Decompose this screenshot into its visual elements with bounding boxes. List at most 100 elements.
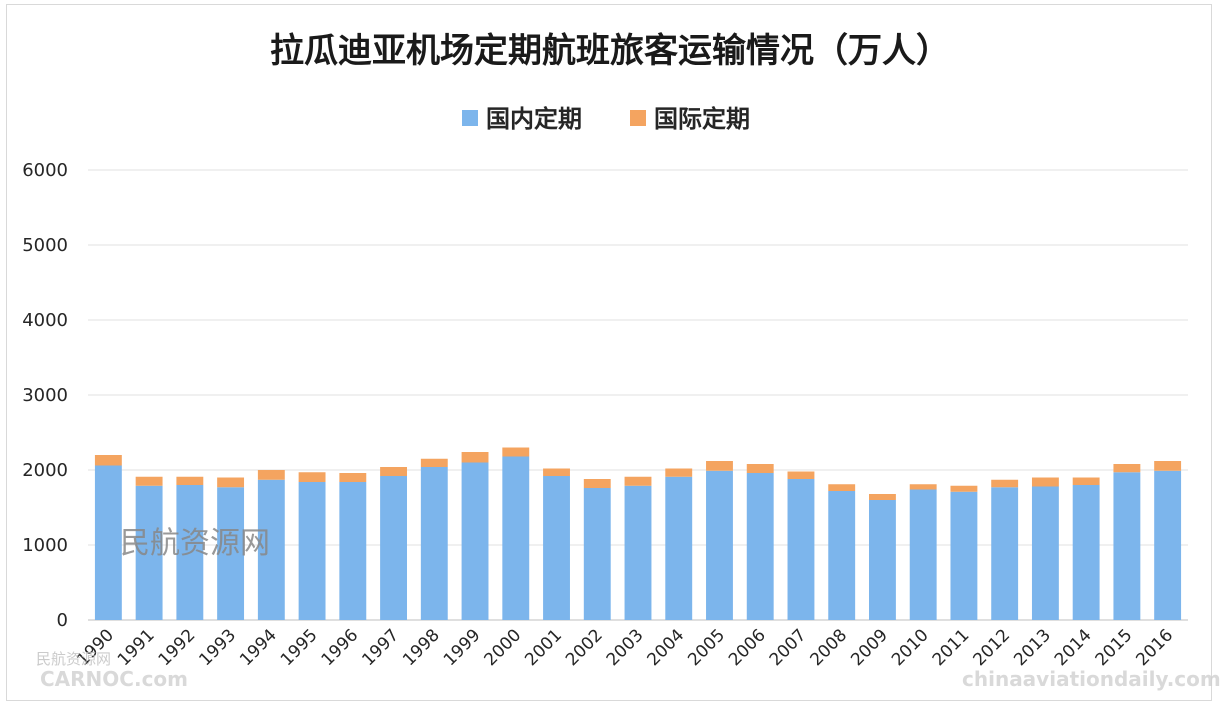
bar-domestic: [787, 479, 815, 620]
legend-label-international: 国际定期: [654, 105, 750, 133]
bar-domestic: [869, 500, 896, 620]
x-tick-label: 1996: [318, 625, 363, 670]
x-tick-label: 2004: [644, 625, 689, 670]
bar-international: [461, 452, 489, 463]
bar-international: [94, 455, 122, 466]
bar-domestic: [909, 489, 937, 620]
bar-domestic: [991, 487, 1019, 620]
bar-domestic: [461, 462, 489, 620]
x-tick-label: 2008: [807, 625, 852, 670]
x-tick-label: 2013: [1010, 625, 1055, 670]
bar-domestic: [135, 485, 163, 620]
bar-domestic: [298, 482, 326, 620]
bars: [94, 447, 1182, 620]
bar-domestic: [543, 476, 570, 620]
bar-domestic: [1154, 470, 1182, 620]
x-tick-label: 1992: [155, 625, 200, 670]
bar-international: [1154, 461, 1182, 471]
bar-domestic: [339, 482, 367, 620]
legend-swatch-domestic: [462, 110, 478, 126]
y-tick-label: 1000: [22, 535, 68, 556]
legend-label-domestic: 国内定期: [486, 105, 582, 133]
bar-international: [502, 447, 530, 457]
bar-international: [583, 479, 611, 488]
bar-international: [217, 477, 245, 488]
x-tick-label: 2015: [1092, 625, 1137, 670]
watermark-bottom-left: CARNOC.com: [40, 667, 188, 691]
x-tick-label: 2005: [684, 625, 729, 670]
bar-domestic: [420, 467, 448, 620]
y-tick-label: 5000: [22, 235, 68, 256]
bar-domestic: [828, 491, 856, 620]
legend: 国内定期 国际定期: [462, 105, 750, 133]
x-tick-label: 1997: [358, 625, 403, 670]
bar-international: [991, 479, 1019, 488]
bar-domestic: [94, 465, 122, 620]
bar-international: [624, 476, 652, 486]
x-tick-label: 2014: [1051, 625, 1096, 670]
x-axis-ticks: 1990199119921993199419951996199719981999…: [73, 625, 1177, 670]
bar-domestic: [1072, 485, 1100, 620]
x-tick-label: 1999: [440, 625, 485, 670]
watermark-bottom-right: chinaaviationdaily.com: [962, 667, 1220, 691]
y-tick-label: 6000: [22, 160, 68, 181]
bar-international: [339, 473, 367, 482]
bar-domestic: [380, 476, 407, 620]
bar-domestic: [950, 491, 978, 620]
x-tick-label: 1994: [236, 625, 281, 670]
x-tick-label: 2011: [929, 625, 974, 670]
x-tick-label: 2000: [481, 625, 526, 670]
bar-international: [909, 484, 937, 490]
x-tick-label: 2002: [562, 625, 607, 670]
x-tick-label: 2012: [969, 625, 1014, 670]
bar-international: [828, 484, 856, 491]
y-tick-label: 2000: [22, 460, 68, 481]
watermark-bottom-left-small: 民航资源网: [36, 650, 111, 668]
x-tick-label: 2001: [521, 625, 566, 670]
bar-international: [950, 485, 978, 492]
x-tick-label: 2010: [888, 625, 933, 670]
y-tick-label: 3000: [22, 385, 68, 406]
bar-international: [706, 461, 733, 471]
x-tick-label: 2009: [847, 625, 892, 670]
x-tick-label: 2016: [1132, 625, 1177, 670]
bar-domestic: [502, 456, 530, 620]
bar-international: [746, 464, 774, 473]
x-tick-label: 2003: [603, 625, 648, 670]
bar-domestic: [583, 488, 611, 620]
bar-domestic: [1113, 472, 1141, 620]
y-tick-label: 4000: [22, 310, 68, 331]
bar-domestic: [706, 470, 733, 620]
bar-domestic: [624, 485, 652, 620]
y-tick-label: 0: [57, 610, 68, 631]
bar-international: [787, 471, 815, 479]
x-tick-label: 1998: [399, 625, 444, 670]
bar-international: [176, 476, 204, 485]
legend-swatch-international: [630, 110, 646, 126]
x-tick-label: 1995: [277, 625, 322, 670]
bar-international: [1072, 477, 1100, 485]
bar-international: [665, 468, 693, 477]
bar-international: [543, 468, 570, 476]
bar-international: [420, 458, 448, 467]
x-tick-label: 2007: [766, 625, 811, 670]
bar-domestic: [746, 473, 774, 620]
bar-domestic: [1031, 486, 1059, 620]
watermark-center: 民航资源网: [120, 526, 270, 561]
bar-international: [1031, 477, 1059, 487]
x-tick-label: 1993: [195, 625, 240, 670]
bar-international: [869, 494, 896, 500]
bar-international: [257, 470, 285, 480]
bar-domestic: [176, 485, 204, 620]
watermarks: 民航资源网 民航资源网 CARNOC.com chinaaviationdail…: [36, 526, 1220, 691]
bar-international: [1113, 464, 1141, 473]
bar-international: [380, 467, 407, 476]
bar-international: [135, 476, 163, 486]
chart-title: 拉瓜迪亚机场定期航班旅客运输情况（万人）: [270, 31, 950, 71]
bar-domestic: [217, 487, 245, 620]
bar-domestic: [665, 476, 693, 620]
x-tick-label: 2006: [725, 625, 770, 670]
y-axis-ticks: 0 1000 2000 3000 4000 5000 6000: [22, 160, 68, 631]
x-tick-label: 1991: [114, 625, 159, 670]
